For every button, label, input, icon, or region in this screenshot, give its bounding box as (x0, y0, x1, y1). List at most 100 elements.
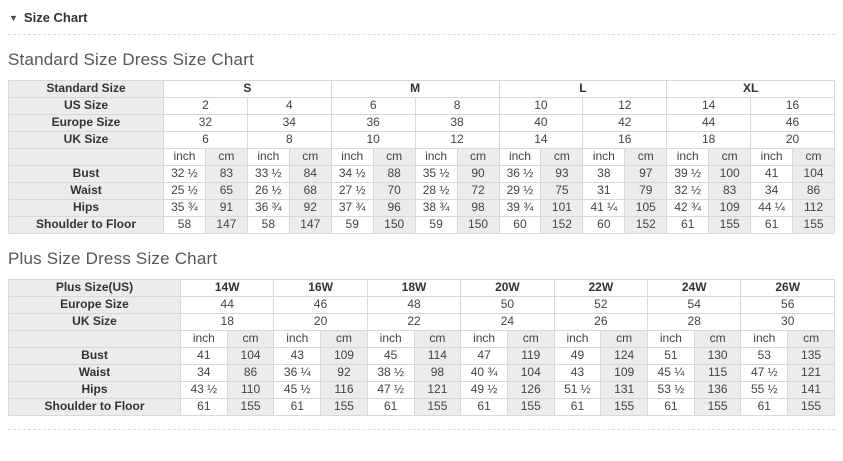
cell: inch (553, 330, 602, 348)
cell: 38 ¾ (414, 199, 458, 217)
cell: 60 (582, 216, 626, 234)
cell: 45 (366, 347, 415, 365)
cell: 18 (666, 131, 752, 149)
cell: 119 (506, 347, 555, 365)
plus-size-chart-title: Plus Size Dress Size Chart (8, 249, 218, 268)
cell: 39 ¾ (498, 199, 542, 217)
cell: inch (582, 148, 626, 166)
row-label: Hips (8, 381, 181, 399)
cell: 155 (226, 398, 275, 416)
cell: 28 ½ (414, 182, 458, 200)
cell: 38 (414, 114, 500, 132)
cell: 124 (600, 347, 649, 365)
cell: 14 (666, 97, 752, 115)
cell: 130 (693, 347, 742, 365)
cell: 24W (647, 279, 742, 297)
cell: 112 (792, 199, 835, 217)
cell: 152 (624, 216, 668, 234)
cell: 98 (413, 364, 462, 382)
cell: inch (163, 148, 206, 166)
cell: 34 (750, 182, 794, 200)
cell: 61 (666, 216, 710, 234)
cell: 30 (740, 313, 835, 331)
cell: 42 (582, 114, 668, 132)
cell: 34 (246, 114, 332, 132)
cell: 25 ½ (163, 182, 206, 200)
cell: 40 (498, 114, 584, 132)
cell: 12 (414, 131, 500, 149)
cell: 4 (246, 97, 332, 115)
cell: 14W (179, 279, 275, 297)
cell: 35 ¾ (163, 199, 206, 217)
cell: 45 ½ (273, 381, 322, 399)
cell: 58 (246, 216, 290, 234)
cell: cm (204, 148, 248, 166)
table-row: Bust 41 104 43 109 45 114 47 119 49 124 51 130 53 135 (8, 347, 835, 365)
cell: 58 (163, 216, 206, 234)
cell: 20 (750, 131, 835, 149)
cell: 61 (647, 398, 695, 416)
cell: cm (226, 330, 275, 348)
cell: L (498, 80, 668, 98)
cell: 38 (582, 165, 626, 183)
cell: 44 (179, 296, 275, 314)
cell: 47 (460, 347, 508, 365)
cell: 104 (506, 364, 555, 382)
cell: XL (666, 80, 835, 98)
cell: 26W (740, 279, 835, 297)
row-label: Bust (8, 347, 181, 365)
cell: 70 (372, 182, 416, 200)
cell: 86 (792, 182, 835, 200)
cell: 61 (273, 398, 322, 416)
cell: 155 (708, 216, 752, 234)
cell: 136 (693, 381, 742, 399)
cell: 16 (582, 131, 668, 149)
cell: 47 ½ (740, 364, 789, 382)
row-label: UK Size (8, 131, 164, 149)
cell: cm (540, 148, 584, 166)
cell: inch (414, 148, 458, 166)
plus-size-table: Plus Size(US) 14W 16W 18W 20W 22W 24W 26W Europe… (8, 279, 835, 416)
cell: 47 ½ (366, 381, 415, 399)
cell: 16 (750, 97, 835, 115)
cell: 2 (163, 97, 248, 115)
row-label: Hips (8, 199, 164, 217)
cell: inch (366, 330, 415, 348)
cell: inch (647, 330, 695, 348)
top-divider (8, 34, 835, 35)
row-label: Shoulder to Floor (8, 216, 164, 234)
cell: 20 (273, 313, 368, 331)
cell: 54 (647, 296, 742, 314)
cell: 22 (366, 313, 462, 331)
cell: 59 (330, 216, 374, 234)
cell: 36 ¾ (246, 199, 290, 217)
cell: 109 (708, 199, 752, 217)
cell: 42 ¾ (666, 199, 710, 217)
cell: 35 ½ (414, 165, 458, 183)
cell: 27 ½ (330, 182, 374, 200)
cell: inch (750, 148, 794, 166)
cell: 36 (330, 114, 416, 132)
cell: cm (624, 148, 668, 166)
cell: 44 (666, 114, 752, 132)
cell: 31 (582, 182, 626, 200)
cell: 61 (366, 398, 415, 416)
cell: 44 ¼ (750, 199, 794, 217)
row-label: Waist (8, 364, 181, 382)
cell: M (330, 80, 500, 98)
section-title: Size Chart (23, 10, 88, 25)
cell: 104 (226, 347, 275, 365)
cell: 61 (740, 398, 789, 416)
cell: 97 (624, 165, 668, 183)
table-row: Waist 34 86 36 ¼ 92 38 ½ 98 40 ¾ 104 43 109 45 ¼ 115… (8, 364, 835, 382)
cell: 147 (288, 216, 332, 234)
size-chart-section-toggle[interactable]: ▼ Size Chart (8, 8, 835, 26)
cell: inch (460, 330, 508, 348)
cell: 84 (288, 165, 332, 183)
cell: 93 (540, 165, 584, 183)
cell: 114 (413, 347, 462, 365)
cell: 147 (204, 216, 248, 234)
collapse-arrow-icon: ▼ (9, 13, 18, 23)
cell: 92 (320, 364, 368, 382)
